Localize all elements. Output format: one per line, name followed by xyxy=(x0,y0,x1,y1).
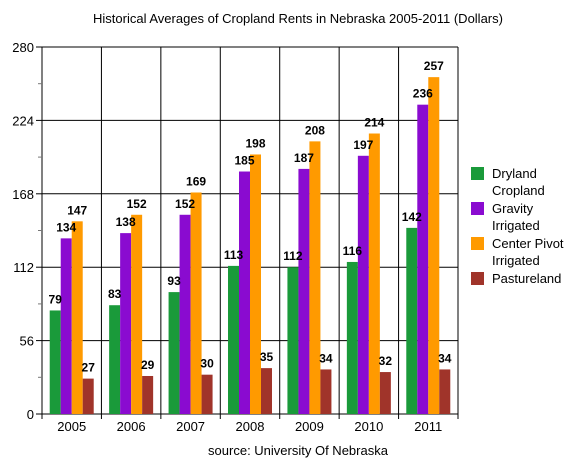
data-label: 142 xyxy=(402,210,422,224)
legend: Dryland Cropland Gravity Irrigated Center Pi… xyxy=(471,166,564,286)
y-tick-label: 168 xyxy=(12,187,34,202)
x-tick-label: 2005 xyxy=(57,419,86,434)
bar xyxy=(298,168,310,414)
legend-label: Center Pivot xyxy=(492,236,564,251)
data-label: 79 xyxy=(49,292,63,306)
legend-label: Gravity xyxy=(492,201,534,216)
y-tick-label: 280 xyxy=(12,40,34,55)
legend-label: Pastureland xyxy=(492,271,561,286)
data-label: 112 xyxy=(283,249,303,263)
data-label: 152 xyxy=(175,197,195,211)
data-label: 214 xyxy=(364,116,384,130)
legend-label: Cropland xyxy=(492,183,545,198)
bar xyxy=(368,133,380,414)
x-tick-label: 2009 xyxy=(295,419,324,434)
data-label: 169 xyxy=(186,174,206,188)
data-label: 138 xyxy=(116,215,136,229)
bar xyxy=(109,305,121,414)
x-tick-label: 2010 xyxy=(354,419,383,434)
data-label: 32 xyxy=(379,354,393,368)
bar xyxy=(168,292,180,414)
bar xyxy=(261,368,272,414)
axes: 0 56 112 168 224 280 2005 2006 2007 2008 2009 2010 2… xyxy=(12,40,459,434)
data-label: 113 xyxy=(224,248,244,262)
legend-swatch xyxy=(471,167,484,180)
bar xyxy=(346,261,358,414)
data-label: 257 xyxy=(424,59,444,73)
bar xyxy=(287,267,299,414)
bar xyxy=(228,265,239,414)
data-label: 134 xyxy=(56,220,76,234)
bar xyxy=(428,77,440,415)
bar xyxy=(439,369,451,414)
data-label: 30 xyxy=(200,357,214,371)
chart-title: Historical Averages of Cropland Rents in… xyxy=(93,11,503,26)
gridlines xyxy=(41,46,459,415)
bar xyxy=(71,221,83,414)
data-label: 27 xyxy=(82,361,96,375)
data-label: 185 xyxy=(234,154,254,168)
bar xyxy=(201,374,213,414)
legend-swatch xyxy=(471,272,484,285)
data-label: 147 xyxy=(67,203,87,217)
bar xyxy=(406,227,418,414)
legend-label: Irrigated xyxy=(492,218,540,233)
x-tick-label: 2011 xyxy=(414,419,442,434)
y-tick-label: 56 xyxy=(20,334,34,349)
x-tick-label: 2006 xyxy=(117,419,146,434)
y-tick-label: 112 xyxy=(13,260,34,275)
bar xyxy=(320,369,332,414)
data-label: 34 xyxy=(319,351,333,365)
data-label: 29 xyxy=(141,358,155,372)
bar xyxy=(417,104,429,415)
bar xyxy=(379,372,391,414)
data-label: 197 xyxy=(353,138,373,152)
x-tick-label: 2008 xyxy=(236,419,265,434)
bar xyxy=(190,192,202,414)
data-label: 236 xyxy=(413,87,433,101)
bar xyxy=(49,310,61,414)
legend-swatch xyxy=(471,237,484,250)
bar xyxy=(120,233,132,414)
legend-label: Irrigated xyxy=(492,253,540,268)
bar xyxy=(142,375,154,414)
bar xyxy=(131,214,143,414)
data-label: 34 xyxy=(438,351,452,365)
bar xyxy=(250,154,261,414)
legend-label: Dryland xyxy=(492,166,537,181)
bar xyxy=(357,155,369,414)
bar xyxy=(82,378,94,414)
chart-caption: source: University Of Nebraska xyxy=(208,443,389,458)
x-tick-label: 2007 xyxy=(176,419,205,434)
bar xyxy=(309,141,321,414)
y-tick-label: 224 xyxy=(12,113,34,128)
data-label: 116 xyxy=(343,244,363,258)
bar xyxy=(60,238,72,414)
data-label: 187 xyxy=(294,151,314,165)
bar xyxy=(239,171,250,414)
bar xyxy=(179,214,191,414)
bars xyxy=(49,77,451,415)
y-tick-label: 0 xyxy=(27,407,34,422)
legend-swatch xyxy=(471,202,484,215)
data-label: 208 xyxy=(305,123,325,137)
data-label: 93 xyxy=(167,274,181,288)
data-label: 198 xyxy=(245,136,265,150)
data-label: 152 xyxy=(127,197,147,211)
data-label: 35 xyxy=(260,350,274,364)
data-labels: 79 134 147 27 83 138 152 29 93 152 169 30 113 185 198 3… xyxy=(49,59,452,374)
data-label: 83 xyxy=(108,287,122,301)
